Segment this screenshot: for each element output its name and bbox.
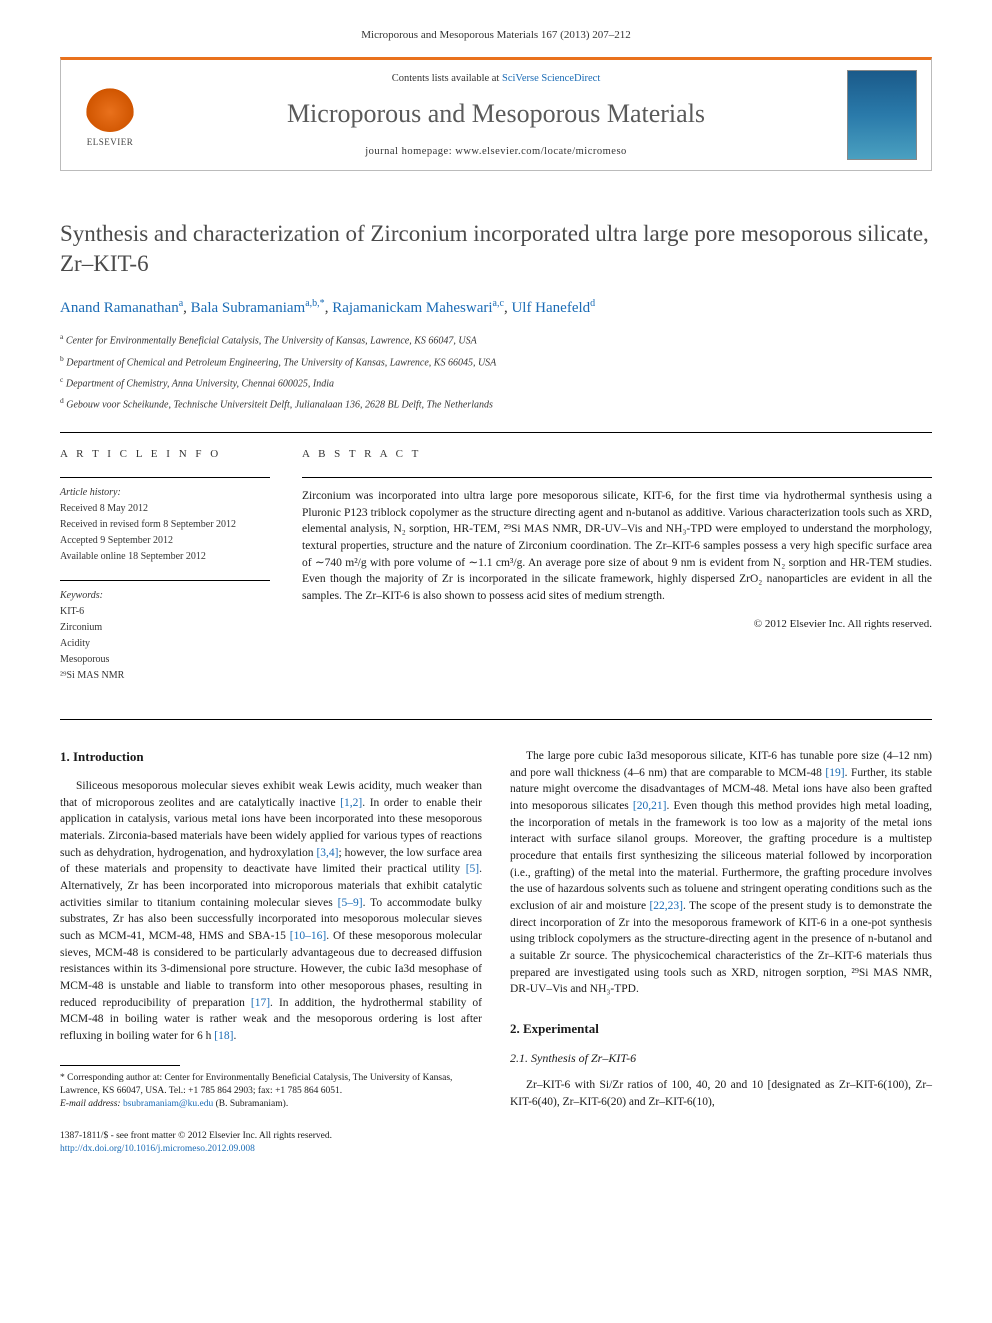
citation-link[interactable]: [10–16] [290,930,326,942]
citation-link[interactable]: [22,23] [649,900,683,912]
abstract-text: Zirconium was incorporated into ultra la… [302,488,932,605]
citation-link[interactable]: [1,2] [340,797,362,809]
aff-key: c [60,375,63,384]
email-link[interactable]: bsubramaniam@ku.edu [123,1099,213,1109]
abstract-label: A B S T R A C T [302,447,932,462]
bottom-meta: 1387-1811/$ - see front matter © 2012 El… [60,1130,482,1157]
divider [60,580,270,581]
history-heading: Article history: [60,486,270,500]
affiliation: c Department of Chemistry, Anna Universi… [60,374,932,391]
sciencedirect-link[interactable]: SciVerse ScienceDirect [502,73,600,84]
email-suffix: (B. Subramaniam). [213,1099,288,1109]
body-two-column: 1. Introduction Siliceous mesoporous mol… [60,748,932,1156]
article-history-block: Article history: Received 8 May 2012 Rec… [60,486,270,564]
footnote-divider [60,1065,180,1066]
article-info-column: A R T I C L E I N F O Article history: R… [60,447,270,698]
history-item: Received in revised form 8 September 201… [60,518,270,532]
body-paragraph: Zr–KIT-6 with Si/Zr ratios of 100, 40, 2… [510,1077,932,1110]
divider [60,432,932,433]
email-footnote: E-mail address: bsubramaniam@ku.edu (B. … [60,1098,482,1111]
journal-header-box: ELSEVIER Contents lists available at Sci… [60,57,932,171]
author-aff: d [590,298,595,309]
citation-link[interactable]: [17] [251,997,270,1009]
page-container: Microporous and Mesoporous Materials 167… [0,0,992,1196]
keyword-item: Acidity [60,637,270,651]
keywords-block: Keywords: KIT-6 Zirconium Acidity Mesopo… [60,589,270,683]
section-heading-experimental: 2. Experimental [510,1020,932,1038]
divider [302,477,932,478]
title-section: Synthesis and characterization of Zircon… [60,219,932,412]
header-center: Contents lists available at SciVerse Sci… [161,72,831,160]
keyword-item: Zirconium [60,621,270,635]
author-link[interactable]: Bala Subramaniam [191,300,306,316]
article-info-label: A R T I C L E I N F O [60,447,270,462]
citation-link[interactable]: [3,4] [316,847,338,859]
info-abstract-row: A R T I C L E I N F O Article history: R… [60,447,932,698]
affiliation: d Gebouw voor Scheikunde, Technische Uni… [60,395,932,412]
elsevier-logo: ELSEVIER [75,75,145,155]
citation-link[interactable]: [18] [214,1030,233,1042]
contents-prefix: Contents lists available at [392,73,502,84]
email-label: E-mail address: [60,1099,123,1109]
aff-text: Department of Chemical and Petroleum Eng… [66,357,496,368]
aff-key: d [60,396,64,405]
author-aff: a,b,* [305,298,324,309]
abstract-column: A B S T R A C T Zirconium was incorporat… [302,447,932,698]
author-link[interactable]: Anand Ramanathan [60,300,179,316]
author-aff: a [179,298,183,309]
journal-name: Microporous and Mesoporous Materials [161,96,831,132]
paper-title: Synthesis and characterization of Zircon… [60,219,932,279]
citation-link[interactable]: [5] [466,863,479,875]
section-heading-introduction: 1. Introduction [60,748,482,766]
journal-cover-thumbnail [847,70,917,160]
keyword-item: ²⁹Si MAS NMR [60,669,270,683]
body-paragraph: The large pore cubic Ia3d mesoporous sil… [510,748,932,998]
doi-link[interactable]: http://dx.doi.org/10.1016/j.micromeso.20… [60,1144,255,1154]
citation-link[interactable]: [5–9] [338,897,363,909]
homepage-line: journal homepage: www.elsevier.com/locat… [161,145,831,160]
aff-key: a [60,332,63,341]
citation-line: Microporous and Mesoporous Materials 167… [60,28,932,43]
history-item: Accepted 9 September 2012 [60,534,270,548]
keywords-heading: Keywords: [60,589,270,603]
affiliation: a Center for Environmentally Beneficial … [60,331,932,348]
corresponding-author-footnote: * Corresponding author at: Center for En… [60,1072,482,1099]
divider [60,477,270,478]
elsevier-tree-icon [85,82,135,132]
aff-text: Gebouw voor Scheikunde, Technische Unive… [66,399,493,410]
author-aff: a,c [493,298,504,309]
citation-link[interactable]: [19] [825,767,844,779]
body-text: . Even though this method provides high … [510,800,932,912]
keyword-item: KIT-6 [60,605,270,619]
author-link[interactable]: Ulf Hanefeld [511,300,590,316]
contents-list-line: Contents lists available at SciVerse Sci… [161,72,831,87]
body-paragraph: Siliceous mesoporous molecular sieves ex… [60,778,482,1045]
homepage-url: www.elsevier.com/locate/micromeso [455,146,627,157]
divider [60,719,932,720]
history-item: Received 8 May 2012 [60,502,270,516]
keyword-item: Mesoporous [60,653,270,667]
body-text: . [233,1030,236,1042]
citation-link[interactable]: [20,21] [633,800,667,812]
author-list: Anand Ramanathana, Bala Subramaniama,b,*… [60,297,932,319]
front-matter-line: 1387-1811/$ - see front matter © 2012 El… [60,1130,482,1143]
right-column: The large pore cubic Ia3d mesoporous sil… [510,748,932,1156]
left-column: 1. Introduction Siliceous mesoporous mol… [60,748,482,1156]
aff-text: Center for Environmentally Beneficial Ca… [66,336,477,347]
homepage-prefix: journal homepage: [365,146,455,157]
aff-text: Department of Chemistry, Anna University… [66,378,334,389]
body-text: . The scope of the present study is to d… [510,900,932,995]
history-item: Available online 18 September 2012 [60,550,270,564]
affiliation: b Department of Chemical and Petroleum E… [60,353,932,370]
copyright-line: © 2012 Elsevier Inc. All rights reserved… [302,617,932,632]
author-link[interactable]: Rajamanickam Maheswari [332,300,492,316]
publisher-name: ELSEVIER [87,136,134,149]
aff-key: b [60,354,64,363]
subsection-heading-synthesis: 2.1. Synthesis of Zr–KIT-6 [510,1050,932,1067]
